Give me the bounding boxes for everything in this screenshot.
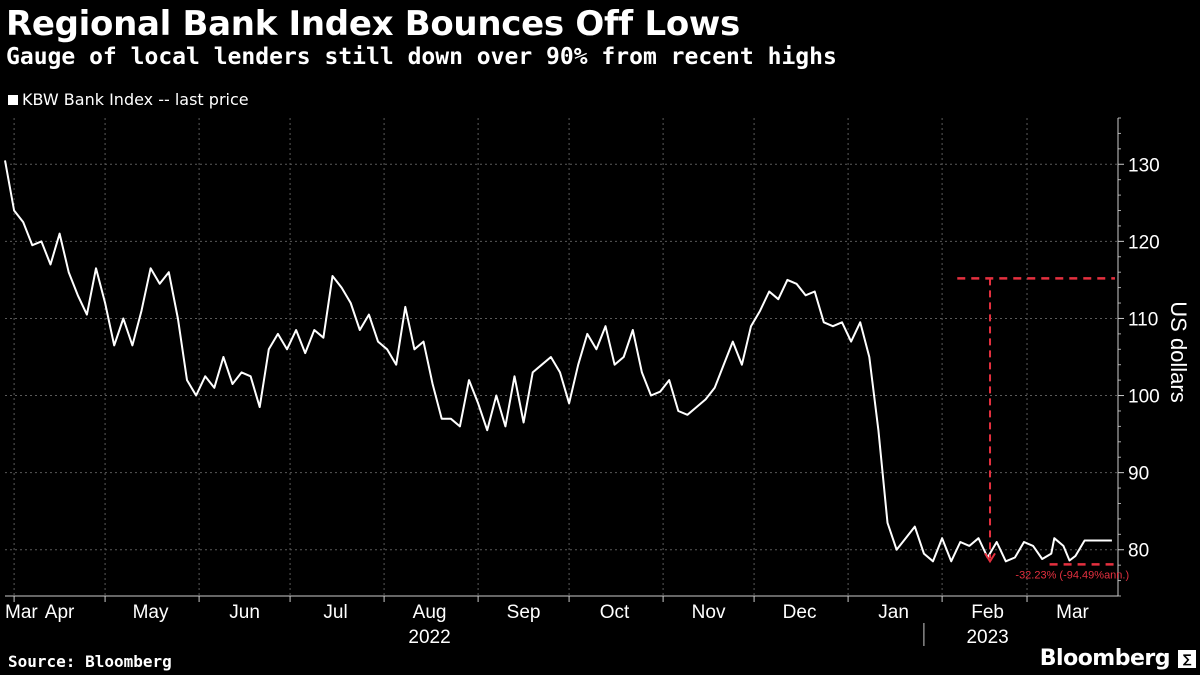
- annotation-arrowhead: [984, 552, 996, 564]
- y-tick-label: 80: [1128, 541, 1149, 562]
- y-tick-label: 100: [1128, 387, 1160, 408]
- x-tick-label: Dec: [783, 602, 817, 623]
- chart-title: Regional Bank Index Bounces Off Lows: [6, 4, 740, 44]
- x-tick-label: Mar: [5, 602, 38, 623]
- x-tick-label: Aug: [413, 602, 447, 623]
- x-tick-label: Nov: [692, 602, 726, 623]
- chart-subtitle: Gauge of local lenders still down over 9…: [6, 44, 837, 70]
- x-tick-label: May: [133, 602, 169, 623]
- legend: KBW Bank Index -- last price: [8, 90, 249, 109]
- x-tick-label: Apr: [45, 602, 75, 623]
- x-tick-label: Jan: [878, 602, 909, 623]
- x-year-label: 2022: [408, 627, 450, 648]
- y-axis-title: US dollars: [1166, 301, 1191, 402]
- x-year-label: 2023: [966, 627, 1008, 648]
- x-tick-label: Oct: [600, 602, 630, 623]
- y-tick-label: 110: [1128, 309, 1158, 330]
- source-note: Source: Bloomberg: [8, 652, 172, 671]
- series-line: [4, 160, 1112, 563]
- legend-swatch: [8, 95, 18, 105]
- x-tick-label: Sep: [507, 602, 541, 623]
- x-tick-label: Jul: [323, 602, 347, 623]
- y-tick-label: 90: [1128, 464, 1149, 485]
- annotation-label: -32.23% (-94.49%ann.): [1015, 569, 1129, 581]
- brand-logo: Bloomberg: [1039, 646, 1171, 671]
- y-tick-label: 130: [1128, 155, 1160, 176]
- x-tick-label: Jun: [229, 602, 260, 623]
- y-tick-label: 120: [1128, 232, 1160, 253]
- x-tick-label: Mar: [1056, 602, 1089, 623]
- x-tick-label: Feb: [971, 602, 1004, 623]
- bloomberg-terminal-icon: ∑: [1178, 650, 1196, 668]
- legend-label: KBW Bank Index -- last price: [22, 90, 249, 109]
